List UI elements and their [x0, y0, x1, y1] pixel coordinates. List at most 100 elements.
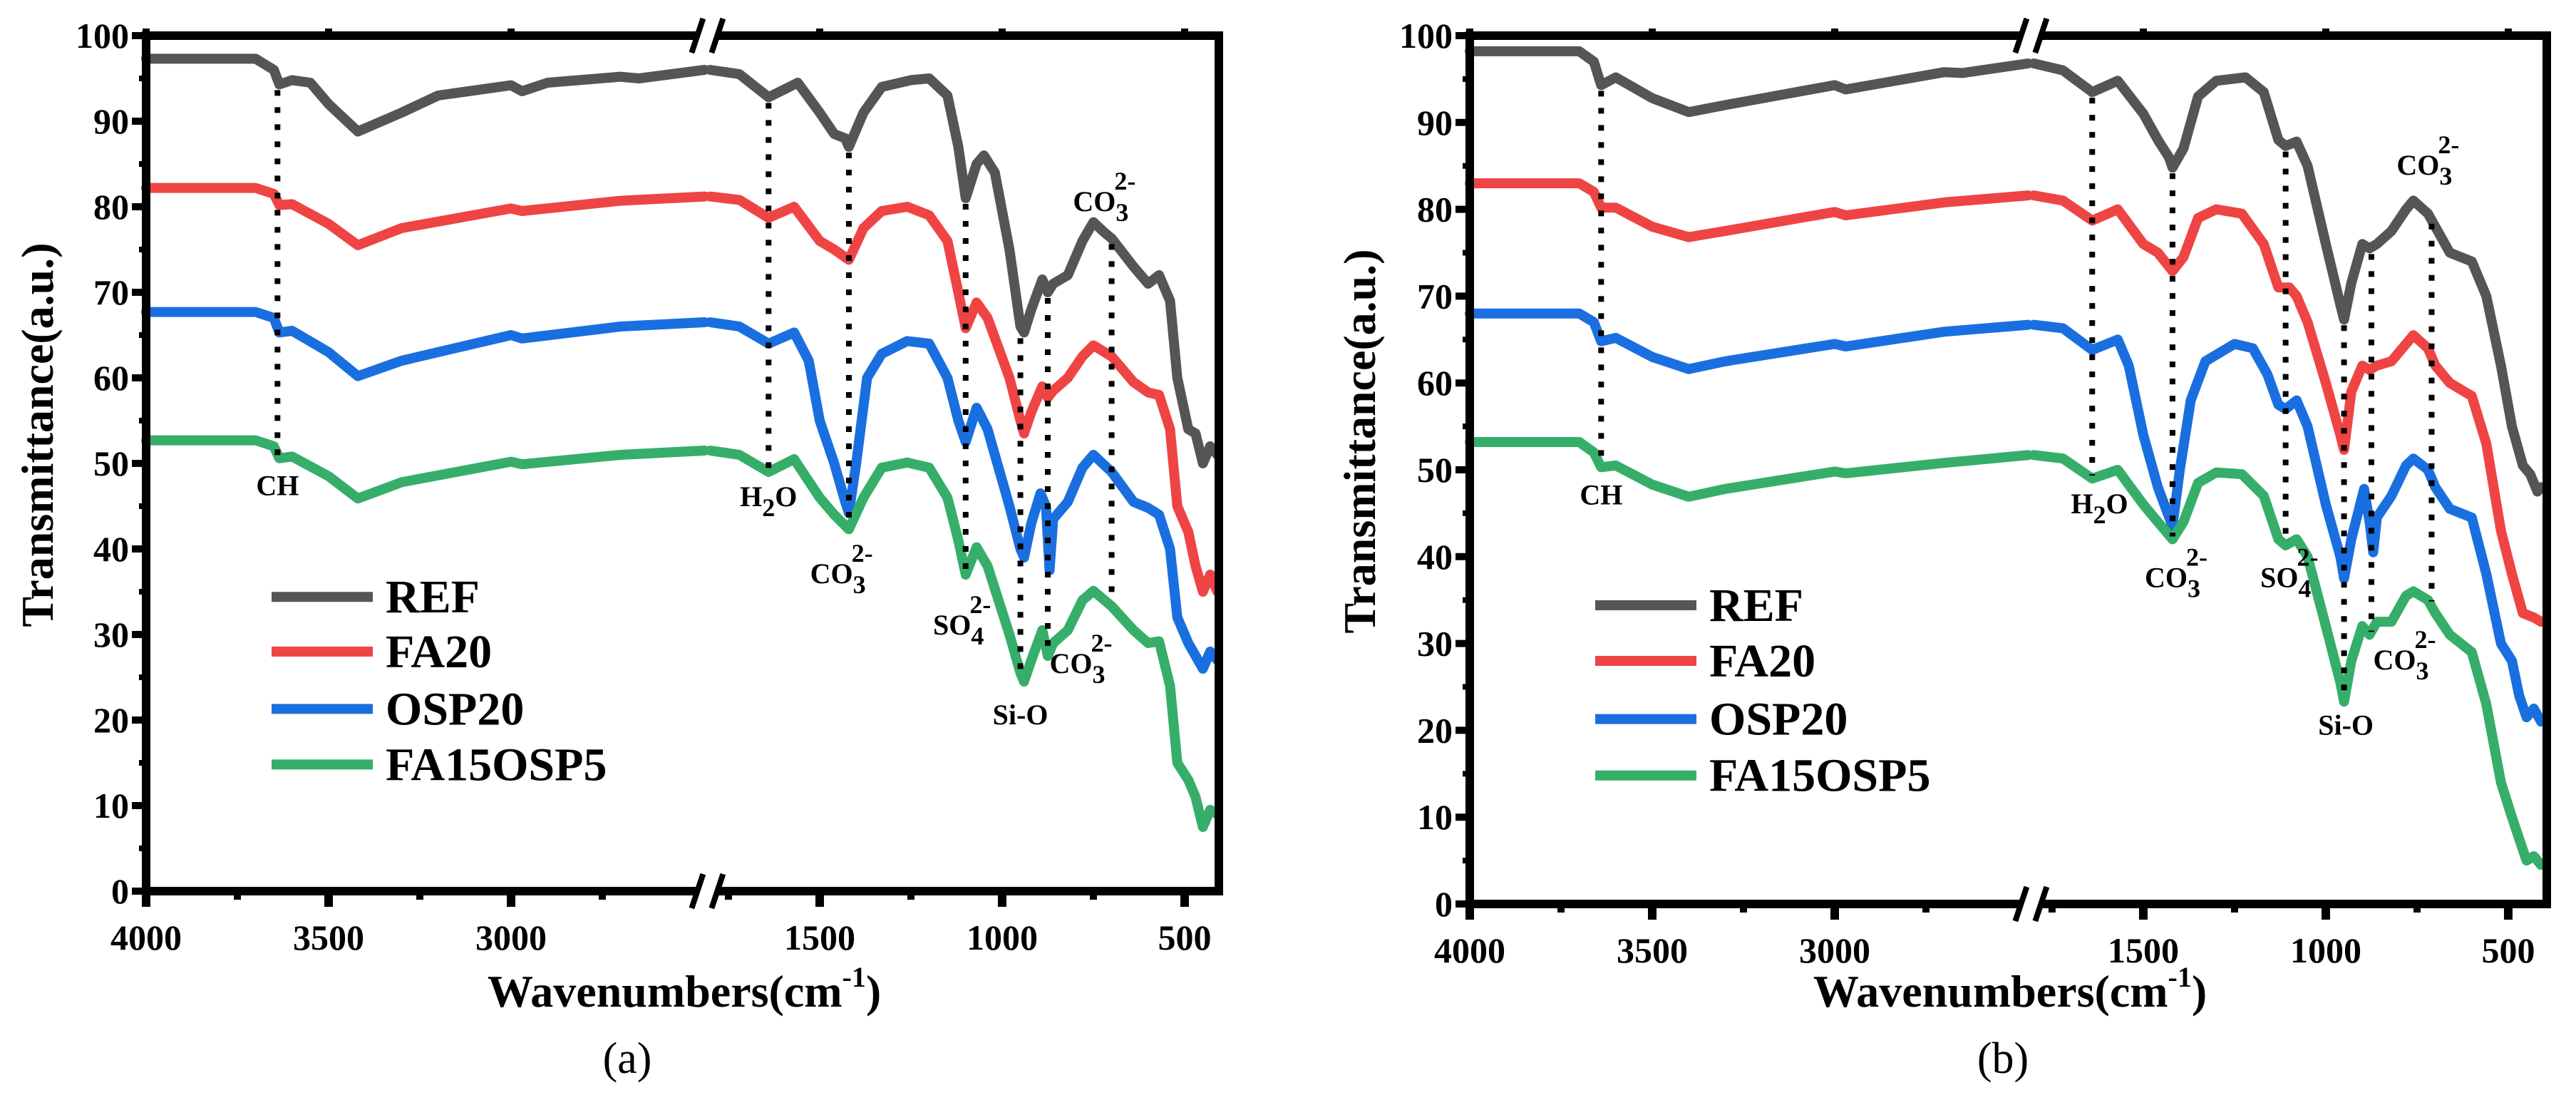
x-tick-label: 3000	[475, 918, 547, 957]
chart-panel-a: CH H2OCO32-SO42-Si-OCO32-CO32-01020304050…	[12, 16, 1223, 1083]
y-axis-title: Transmittance(a.u.)	[12, 242, 63, 627]
peak-label-base: CO	[2145, 561, 2188, 593]
y-tick-label: 40	[1417, 537, 1453, 577]
peak-label-superscript: 2-	[2438, 130, 2459, 159]
x-tick-label: 500	[2481, 930, 2535, 970]
y-tick-label: 60	[93, 358, 129, 398]
y-tick-label: 90	[1417, 103, 1453, 143]
panel-label: (b)	[1977, 1034, 2029, 1083]
peak-label: Si-O	[2318, 709, 2374, 741]
peak-label: H2O	[2071, 488, 2128, 529]
x-axis-title-main: Wavenumbers(cm	[1813, 966, 2168, 1017]
x-tick-label: 1500	[2108, 930, 2179, 970]
peak-label-base: Si-O	[2318, 709, 2374, 741]
axis-break-mark	[709, 17, 726, 54]
peak-label-base: CO	[1073, 185, 1116, 217]
peak-label-base: H	[740, 481, 762, 513]
y-tick-label: 90	[93, 101, 129, 141]
series-line-fa20-seg2	[2029, 190, 2546, 627]
legend-label: FA15OSP5	[386, 739, 607, 791]
peak-label-base: CH	[256, 469, 299, 501]
series-line-fa15osp5-seg2	[2029, 450, 2546, 870]
peak-label-subscript: 3	[1093, 660, 1106, 689]
y-tick-label: 30	[93, 615, 129, 654]
peak-label-base: CO	[1050, 647, 1093, 679]
y-tick-label: 40	[93, 529, 129, 569]
axis-break-gap	[699, 884, 716, 898]
peak-label-base: CH	[1580, 479, 1622, 511]
peak-label-superscript: 2-	[2186, 543, 2207, 571]
peak-label: H2O	[740, 481, 797, 522]
series-line-fa20-seg1	[141, 183, 710, 250]
series-line-ref-seg1	[1465, 46, 2034, 118]
axis-break-mark	[2012, 885, 2030, 923]
y-tick-label: 0	[111, 871, 129, 911]
x-axis-title: Wavenumbers(cm-1)	[1813, 961, 2207, 1017]
peak-label: CO3 2-	[1050, 629, 1113, 689]
axis-break-mark	[709, 873, 726, 910]
y-tick-label: 10	[1417, 797, 1453, 837]
peak-label-subscript: 2	[2093, 500, 2106, 529]
series-line-osp20-seg1	[141, 307, 710, 381]
peak-label-base: SO	[933, 609, 971, 641]
y-axis-title: Transmittance(a.u.)	[1334, 249, 1385, 633]
x-tick-label: 3500	[293, 918, 364, 957]
series-line-fa15osp5-seg1	[1465, 437, 2034, 502]
legend-label: OSP20	[1709, 694, 1848, 746]
peak-label-superscript: 2-	[969, 590, 991, 619]
series-line-fa15osp5-seg2	[705, 446, 1222, 832]
peak-label-superscript: 2-	[2297, 543, 2318, 571]
y-tick-label: 70	[93, 272, 129, 312]
x-tick-label: 3500	[1617, 930, 1688, 970]
y-tick-label: 0	[1435, 884, 1453, 924]
peak-label-tail: O	[775, 481, 797, 513]
y-tick-label: 10	[93, 786, 129, 826]
series-line-osp20-seg1	[1465, 308, 2034, 374]
peak-label: CO3 2-	[1073, 167, 1135, 227]
peak-label-subscript: 3	[2416, 657, 2429, 685]
series-line-fa20-seg1	[1465, 178, 2034, 242]
series-line-ref-seg2	[705, 65, 1222, 468]
legend-label: FA15OSP5	[1709, 750, 1930, 802]
axis-break-mark	[689, 17, 706, 54]
panel-label: (a)	[603, 1034, 652, 1083]
axis-break-mark	[2032, 885, 2050, 923]
x-axis-title-superscript: -1	[2168, 961, 2192, 993]
peak-label: Si-O	[993, 699, 1049, 731]
series-line-osp20-seg2	[705, 317, 1222, 674]
x-tick-label: 1500	[784, 918, 855, 957]
series-line-ref-seg2	[2029, 58, 2546, 497]
y-tick-label: 50	[1417, 450, 1453, 490]
y-tick-label: 80	[93, 187, 129, 227]
x-tick-label: 3000	[1799, 930, 1870, 970]
peak-label: CO3 2-	[2145, 543, 2207, 602]
peak-label: CH	[1580, 479, 1622, 511]
peak-label-superscript: 2-	[1091, 629, 1113, 657]
chart-panel-b: CH H2OCO32-SO42-Si-OCO32-CO32-01020304050…	[1334, 16, 2551, 1083]
y-tick-label: 60	[1417, 363, 1453, 403]
x-tick-label: 1000	[2290, 930, 2361, 970]
peak-label-superscript: 2-	[2415, 625, 2436, 654]
legend-label: REF	[386, 571, 480, 623]
peak-label-subscript: 3	[1116, 198, 1128, 227]
y-tick-label: 50	[93, 443, 129, 483]
x-axis-title-superscript: -1	[843, 961, 866, 993]
x-tick-label: 4000	[1434, 930, 1505, 970]
legend-label: FA20	[1709, 635, 1815, 687]
x-axis-title-close: )	[866, 966, 881, 1017]
y-tick-label: 100	[1399, 16, 1453, 56]
x-tick-label: 4000	[110, 918, 182, 957]
y-tick-label: 20	[1417, 710, 1453, 750]
y-tick-label: 20	[93, 700, 129, 740]
peak-label: CH	[256, 469, 299, 501]
legend-label: FA20	[386, 626, 492, 678]
x-axis-title: Wavenumbers(cm-1)	[488, 961, 881, 1017]
peak-label-tail: O	[2106, 488, 2128, 520]
axis-break-mark	[689, 873, 706, 910]
y-tick-label: 70	[1417, 276, 1453, 316]
peak-label-subscript: 4	[971, 622, 984, 650]
peak-label: CO3 2-	[810, 539, 873, 599]
x-tick-label: 1000	[967, 918, 1038, 957]
axis-break-mark	[2032, 17, 2050, 54]
x-tick-label: 500	[1158, 918, 1211, 957]
